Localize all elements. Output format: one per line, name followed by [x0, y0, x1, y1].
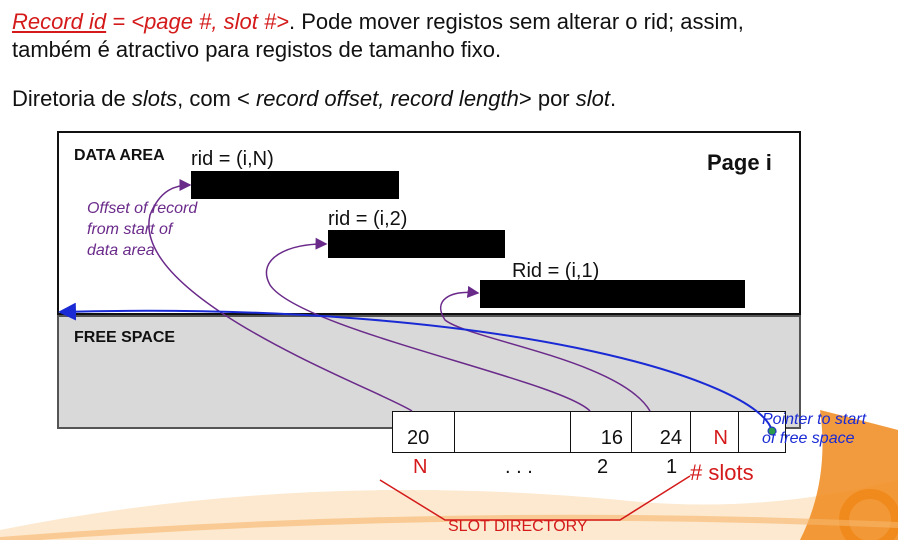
slot-cell-1-value: 24 — [659, 427, 682, 449]
rid-label-2: rid = (i,2) — [328, 208, 408, 230]
slot-cell-n: 20 — [393, 412, 455, 452]
slot-index-ellipsis: . . . — [505, 456, 533, 478]
slot-count-value: N — [713, 427, 728, 449]
data-area-label: DATA AREA — [74, 147, 165, 164]
dir-text-f: slot — [575, 86, 610, 111]
slot-cell-1: 24 — [632, 412, 691, 452]
slot-count-cell: N — [691, 412, 739, 452]
slot-cell-ellipsis — [455, 412, 571, 452]
slot-directory-table: 20 16 24 N — [392, 411, 786, 453]
record-id-term: Record id — [12, 9, 107, 34]
intro-sentence: . Pode mover registos sem alterar o rid;… — [289, 9, 744, 34]
record-id-def: = <page #, slot #> — [106, 9, 290, 34]
record-2 — [328, 230, 505, 258]
dir-text-c: , com < — [177, 86, 256, 111]
dir-text-a: Diretoria de — [12, 86, 132, 111]
slot-directory-label: SLOT DIRECTORY — [448, 518, 588, 535]
slot-cell-2-value: 16 — [600, 427, 623, 449]
dir-text-b: slots — [131, 86, 178, 111]
page-title: Page i — [707, 150, 772, 175]
intro-text-line1: Record id = <page #, slot #>. Pode mover… — [12, 8, 898, 64]
pointer-note: Pointer to start of free space — [762, 411, 867, 447]
dir-text-d: record offset, record length — [255, 86, 519, 111]
intro-sentence-cont: também é atractivo para registos de tama… — [12, 37, 502, 62]
slot-cell-n-value: 20 — [407, 427, 430, 449]
slot-index-1: 1 — [666, 456, 678, 478]
dir-text-e: > por — [518, 86, 576, 111]
offset-note: Offset of record from start of data area — [87, 200, 198, 259]
rid-label-n: rid = (i,N) — [191, 148, 274, 170]
dir-text-g: . — [610, 86, 617, 111]
free-space-label: FREE SPACE — [74, 329, 176, 346]
directory-text: Diretoria de slots, com < record offset,… — [12, 86, 616, 112]
slot-index-2: 2 — [597, 456, 609, 478]
num-slots-label: # slots — [690, 460, 754, 485]
slot-index-n: N — [413, 456, 428, 478]
record-1 — [480, 280, 745, 308]
slot-cell-2: 16 — [571, 412, 632, 452]
record-n — [191, 171, 399, 199]
